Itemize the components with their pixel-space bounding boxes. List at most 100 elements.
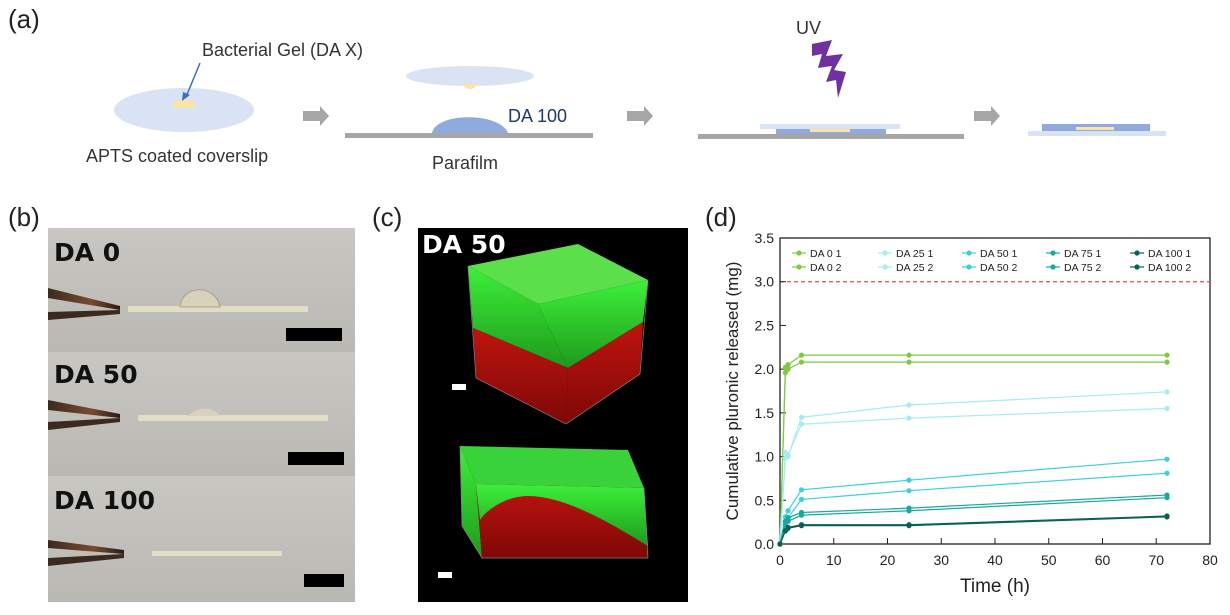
plot-frame (779, 237, 1211, 545)
legend-swatch-marker (1134, 250, 1140, 256)
gel-bump-da0 (179, 289, 221, 308)
data-point (798, 421, 805, 427)
parafilm-label: Parafilm (432, 153, 499, 173)
legend-entry: DA 75 1 (1064, 248, 1102, 260)
parafilm-bar (345, 133, 593, 138)
legend-swatch-marker (796, 264, 802, 270)
series-line (779, 361, 1167, 545)
legend-entry: DA 0 1 (810, 248, 842, 260)
x-tick-label: 10 (826, 552, 842, 568)
x-tick-label: 60 (1095, 552, 1111, 568)
data-point (1164, 359, 1170, 365)
data-point (785, 518, 791, 524)
data-point (798, 496, 805, 503)
data-point (798, 414, 805, 420)
flow-arrow-1 (303, 106, 329, 126)
x-tick-label: 20 (880, 552, 896, 568)
legend-swatch-marker (796, 250, 802, 256)
data-point (798, 359, 805, 365)
data-point (1164, 352, 1170, 358)
bacterial-gel-drop (172, 99, 196, 108)
gel-photos (48, 228, 355, 602)
gel-strip-2 (138, 415, 328, 421)
top-coverslip-bar (760, 124, 900, 129)
coverslip-top-ellipse (406, 66, 534, 86)
y-tick-label: 0.5 (755, 492, 775, 508)
x-tick-label: 50 (1041, 552, 1057, 568)
gel-strip-3 (152, 551, 282, 556)
flow-arrow-2 (627, 106, 653, 126)
slide-bar (698, 134, 964, 139)
data-point (1164, 470, 1170, 476)
data-point (785, 525, 791, 531)
gel-pointer-line (185, 62, 201, 98)
tweezer-1 (48, 288, 120, 310)
series-line (779, 472, 1168, 545)
legend-swatch-marker (882, 264, 888, 270)
y-tick-label: 1.5 (755, 405, 775, 421)
series-line (779, 391, 1168, 545)
schematic-diagram (114, 40, 1166, 139)
series-line (779, 458, 1168, 545)
legend-entry: DA 0 2 (810, 262, 842, 274)
data-point (906, 359, 912, 365)
photo-da100 (48, 476, 355, 602)
data-point (785, 452, 791, 458)
y-tick-label: 3.0 (755, 274, 775, 290)
series-line (779, 497, 1168, 545)
data-point (906, 352, 912, 358)
legend-entry: DA 100 1 (1148, 248, 1191, 260)
uv-lightning-icon (812, 40, 846, 98)
data-point (777, 541, 783, 547)
tweezer-2 (48, 400, 120, 418)
legend-swatch-marker (1050, 250, 1056, 256)
gel-strip-1 (128, 306, 308, 312)
photo-label-da100: DA 100 (54, 486, 155, 515)
data-point (1164, 405, 1170, 412)
data-point (798, 512, 805, 518)
scale-bar-confocal-2 (438, 572, 452, 578)
gel-pointer-head (182, 92, 190, 101)
legend-swatch-marker (1050, 264, 1056, 270)
legend-entry: DA 50 2 (980, 262, 1018, 274)
x-tick-label: 80 (1202, 552, 1218, 568)
da100-drop (432, 117, 508, 133)
legend-swatch-marker (966, 250, 972, 256)
coverslip-ellipse (114, 88, 254, 132)
y-tick-label: 1.0 (755, 449, 775, 465)
y-tick-label: 3.5 (755, 230, 775, 246)
cube-top-face (468, 244, 648, 304)
x-axis-label: Time (h) (960, 576, 1030, 597)
scale-bar-confocal-1 (452, 384, 466, 390)
legend-swatch-marker (1134, 264, 1140, 270)
tweezer-3 (48, 540, 124, 554)
uv-label: UV (796, 18, 822, 38)
bacterial-gel-label: Bacterial Gel (DA X) (202, 40, 364, 60)
x-tick-label: 30 (933, 552, 949, 568)
data-point (785, 362, 791, 368)
series-line (779, 494, 1168, 545)
legend-swatch-marker (882, 250, 888, 256)
scale-bar-3 (304, 574, 344, 587)
legend-entry: DA 25 2 (896, 262, 934, 274)
data-point (785, 508, 791, 514)
confocal-images (418, 228, 688, 602)
scale-bar-2 (288, 452, 344, 465)
cube-left-green (468, 266, 568, 368)
y-tick-label: 2.0 (755, 361, 775, 377)
gel-bump-da50 (188, 408, 220, 416)
data-point (906, 508, 912, 514)
panel-label-b: (b) (8, 202, 40, 232)
data-point (906, 402, 912, 408)
embedded-gel-layer (810, 129, 850, 132)
cube-right-green (538, 280, 648, 368)
final-coverslip-bar (1028, 131, 1166, 136)
series-line (779, 515, 1168, 545)
x-tick-label: 0 (776, 552, 784, 568)
cube-right-red (566, 322, 643, 424)
data-point (906, 415, 912, 421)
slab-left (460, 446, 482, 558)
legend-swatch-marker (966, 264, 972, 270)
y-tick-label: 2.5 (755, 317, 775, 333)
release-chart: 0.0 0.5 1.0 1.5 2.0 2.5 3.0 3.5 0 10 20 30 40 50 60 70 8… (723, 230, 1218, 597)
